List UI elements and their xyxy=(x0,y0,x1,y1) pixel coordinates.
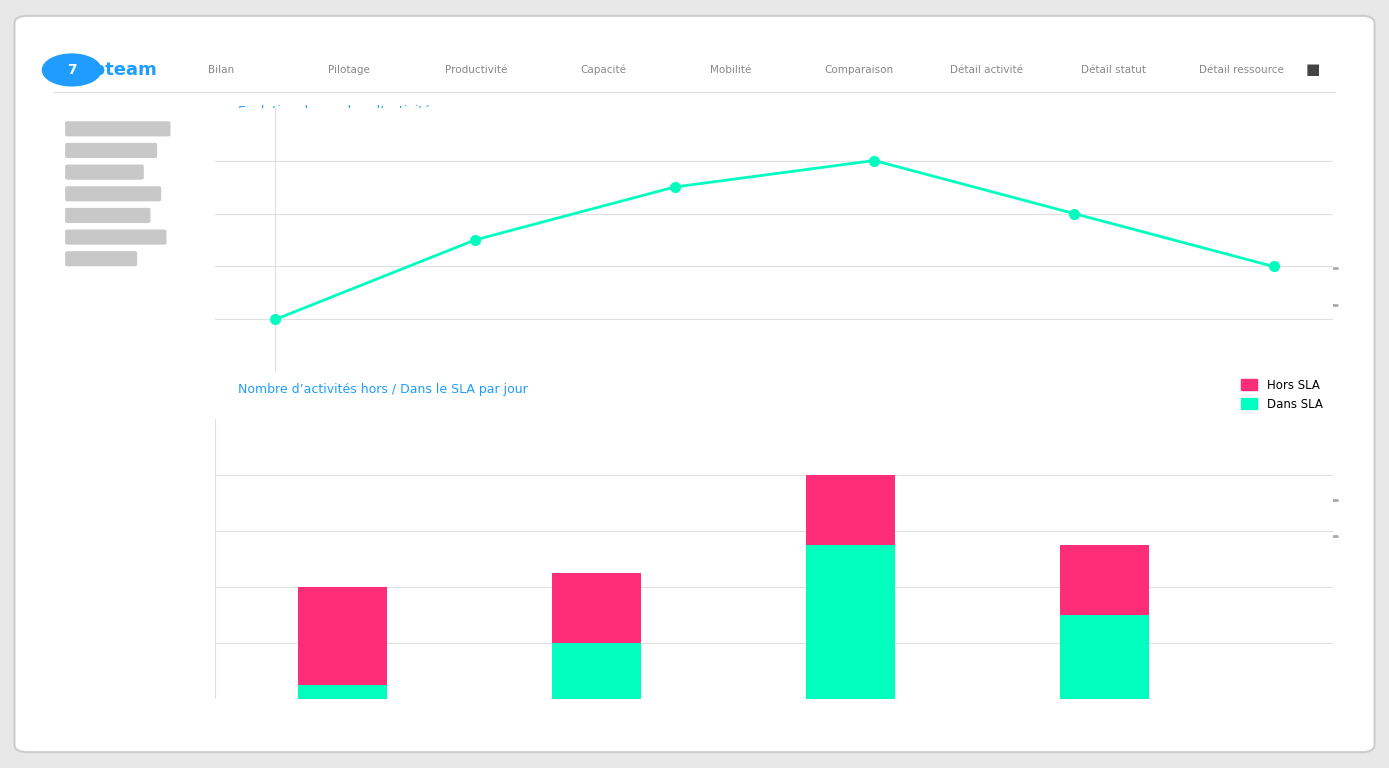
Bar xyxy=(551,573,640,643)
Bar xyxy=(806,545,895,699)
Bar xyxy=(551,643,640,699)
Bar xyxy=(806,475,895,545)
Text: Comparaison: Comparaison xyxy=(824,65,893,75)
Text: opteam: opteam xyxy=(81,61,157,79)
Text: Détail statut: Détail statut xyxy=(1081,65,1146,75)
Text: Bilan: Bilan xyxy=(208,65,235,75)
Text: Détail activité: Détail activité xyxy=(950,65,1022,75)
Bar xyxy=(1060,545,1149,614)
Text: Productivité: Productivité xyxy=(444,65,507,75)
Text: Capacité: Capacité xyxy=(581,65,626,75)
Bar xyxy=(1060,614,1149,699)
FancyBboxPatch shape xyxy=(65,251,138,266)
Bar xyxy=(297,587,386,685)
Text: 7: 7 xyxy=(67,63,76,77)
FancyBboxPatch shape xyxy=(65,121,171,137)
FancyBboxPatch shape xyxy=(65,143,157,158)
Legend: Hors SLA, Dans SLA: Hors SLA, Dans SLA xyxy=(1236,374,1328,415)
FancyBboxPatch shape xyxy=(65,164,144,180)
FancyBboxPatch shape xyxy=(65,186,161,201)
FancyBboxPatch shape xyxy=(65,208,150,223)
Text: Nombre d’activités hors / Dans le SLA par jour: Nombre d’activités hors / Dans le SLA pa… xyxy=(239,383,528,396)
Text: Pilotage: Pilotage xyxy=(328,65,369,75)
Text: Détail ressource: Détail ressource xyxy=(1199,65,1283,75)
FancyBboxPatch shape xyxy=(14,16,1375,752)
Circle shape xyxy=(43,54,101,86)
Text: ■: ■ xyxy=(1306,62,1321,78)
Bar xyxy=(297,685,386,699)
Text: Evolution du nombre d’activités: Evolution du nombre d’activités xyxy=(239,104,438,118)
Text: Mobilité: Mobilité xyxy=(711,65,751,75)
FancyBboxPatch shape xyxy=(65,230,167,245)
